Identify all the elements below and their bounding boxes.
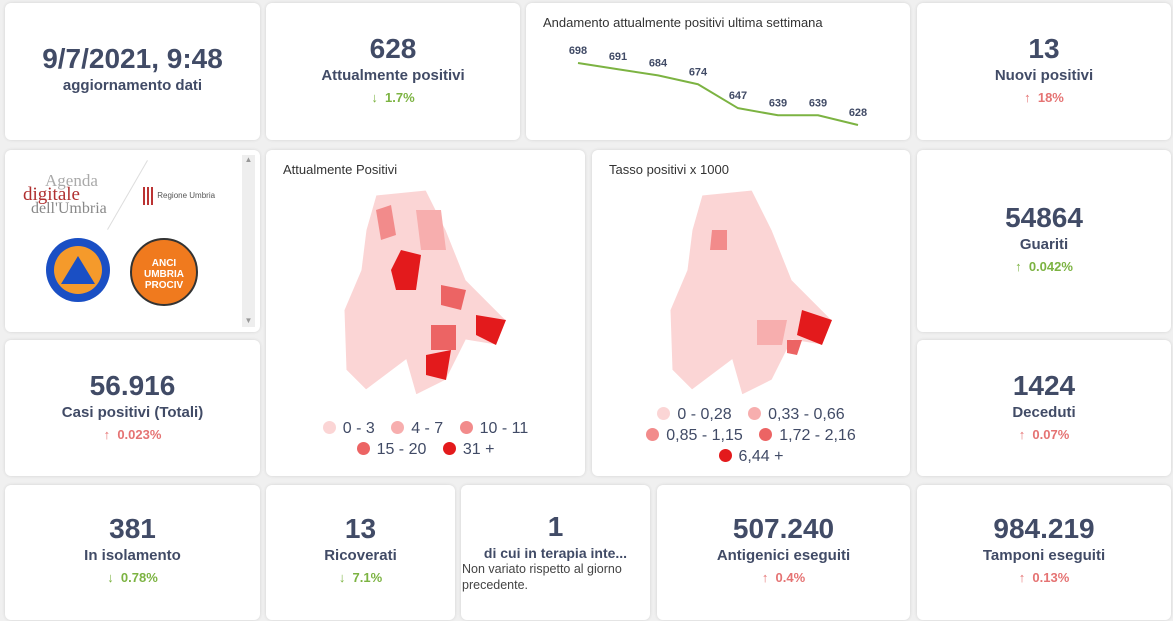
kpi-delta: ↓ 1.7% [371, 90, 415, 105]
data-label: 684 [649, 57, 668, 69]
kpi-deceduti: 1424 Deceduti ↑ 0.07% [917, 340, 1171, 476]
kpi-casi: 56.916 Casi positivi (Totali) ↑ 0.023% [5, 340, 260, 476]
anci-umbria-logo: ANCI UMBRIA PROCIV [130, 238, 198, 306]
update-datetime: 9/7/2021, 9:48 [42, 43, 223, 74]
divider-line [107, 160, 148, 230]
map-legend: 0 - 3 4 - 7 10 - 11 15 - 20 31 + [266, 418, 585, 460]
agenda-digitale-logo: Agenda digitale dell'Umbria [23, 171, 107, 217]
umbria-map[interactable] [266, 150, 585, 476]
kpi-delta: ↑ 0.13% [1018, 570, 1070, 585]
arrow-down-icon: ↓ [107, 570, 114, 585]
kpi-value: 13 [1028, 33, 1060, 64]
kpi-delta: ↑ 18% [1024, 90, 1064, 105]
data-label: 647 [729, 90, 747, 102]
kpi-delta: ↓ 7.1% [338, 570, 383, 585]
data-label: 639 [769, 97, 787, 109]
kpi-label: di cui in terapia inte... [483, 545, 628, 561]
kpi-delta: ↑ 0.023% [103, 427, 162, 442]
kpi-tamponi: 984.219 Tamponi eseguiti ↑ 0.13% [917, 485, 1171, 620]
kpi-attualmente: 628 Attualmente positivi ↓ 1.7% [266, 3, 520, 140]
data-label: 639 [809, 97, 827, 109]
data-label: 674 [689, 66, 708, 78]
umbria-map[interactable] [592, 150, 910, 476]
update-label: aggiornamento dati [62, 77, 203, 94]
arrow-up-icon: ↑ [103, 427, 111, 442]
kpi-label: Nuovi positivi [994, 67, 1094, 84]
protezione-civile-logo [46, 238, 110, 302]
arrow-up-icon: ↑ [761, 570, 769, 585]
kpi-value: 54864 [1005, 202, 1083, 233]
scroll-down-icon[interactable]: ▼ [244, 316, 253, 325]
kpi-label: Tamponi eseguiti [982, 547, 1106, 564]
data-label: 698 [569, 45, 587, 57]
kpi-nuovi: 13 Nuovi positivi ↑ 18% [917, 3, 1171, 140]
arrow-up-icon: ↑ [1018, 427, 1026, 442]
map-title: Tasso positivi x 1000 [609, 162, 729, 177]
kpi-value: 1424 [1012, 370, 1076, 401]
kpi-isolamento: 381 In isolamento ↓ 0.78% [5, 485, 260, 620]
kpi-label: Guariti [1019, 236, 1069, 253]
kpi-value: 628 [369, 33, 417, 64]
kpi-value: 984.219 [993, 513, 1095, 544]
scrollbar[interactable]: ▲ ▼ [242, 155, 255, 327]
kpi-label: Antigenici eseguiti [716, 547, 851, 564]
kpi-delta: ↑ 0.4% [761, 570, 806, 585]
kpi-value: 13 [344, 513, 377, 544]
trend-line [577, 62, 859, 126]
trend-chart: 698 691 684 674 647 639 639 628 [569, 45, 867, 126]
chart-title: Andamento attualmente positivi ultima se… [543, 15, 823, 30]
kpi-guariti: 54864 Guariti ↑ 0.042% [917, 150, 1171, 332]
kpi-terapia-intensiva: 1 di cui in terapia inte... Non variato … [461, 485, 650, 620]
kpi-ricoverati: 13 Ricoverati ↓ 7.1% [266, 485, 455, 620]
scroll-up-icon[interactable]: ▲ [244, 155, 253, 164]
kpi-delta: ↑ 0.042% [1015, 259, 1073, 274]
kpi-value: 1 [547, 511, 564, 542]
kpi-value: 507.240 [732, 513, 835, 544]
kpi-label: Ricoverati [324, 547, 397, 564]
data-label: 691 [609, 51, 627, 63]
kpi-value: 381 [109, 513, 156, 544]
arrow-up-icon: ↑ [1024, 90, 1031, 105]
kpi-delta: ↓ 0.78% [107, 570, 158, 585]
arrow-up-icon: ↑ [1015, 259, 1022, 274]
kpi-label: In isolamento [84, 547, 181, 564]
kpi-delta: ↑ 0.07% [1018, 427, 1070, 442]
map-legend: 0 - 0,28 0,33 - 0,66 0,85 - 1,15 1,72 - … [592, 404, 910, 467]
arrow-up-icon: ↑ [1018, 570, 1026, 585]
map-attualmente-positivi: Attualmente Positivi 0 - 3 4 - 7 10 - 11… [266, 150, 585, 476]
map-tasso-positivi: Tasso positivi x 1000 0 - 0,28 0,33 - 0,… [592, 150, 910, 476]
arrow-down-icon: ↓ [338, 570, 346, 585]
map-title: Attualmente Positivi [283, 162, 398, 177]
kpi-value: 56.916 [89, 370, 176, 401]
trend-chart-card: Andamento attualmente positivi ultima se… [526, 3, 910, 140]
kpi-label: Casi positivi (Totali) [61, 404, 204, 421]
update-card: 9/7/2021, 9:48 aggiornamento dati [5, 3, 260, 140]
kpi-label: Attualmente positivi [321, 67, 465, 84]
regione-umbria-logo: Regione Umbria [143, 187, 215, 205]
arrow-down-icon: ↓ [371, 90, 378, 105]
logos-card: Agenda digitale dell'Umbria Regione Umbr… [5, 150, 260, 332]
kpi-note: Non variato rispetto al giorno precedent… [462, 562, 622, 592]
kpi-antigenici: 507.240 Antigenici eseguiti ↑ 0.4% [657, 485, 910, 620]
kpi-label: Deceduti [1012, 404, 1076, 421]
data-label: 628 [849, 107, 867, 119]
